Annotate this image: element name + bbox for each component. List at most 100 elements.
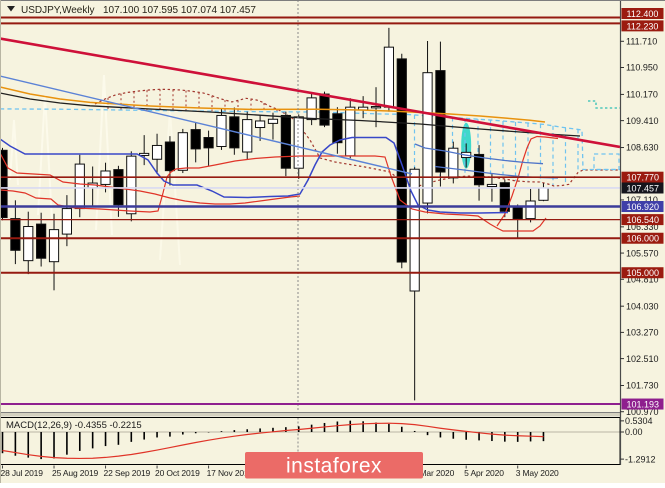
cloud-projection-box bbox=[593, 153, 620, 171]
candle-body-up bbox=[151, 144, 163, 160]
candle[interactable] bbox=[10, 200, 21, 265]
candle-body-down bbox=[10, 218, 21, 251]
price-tick-label: 104.810 bbox=[626, 274, 659, 284]
crimson-trendline[interactable] bbox=[0, 37, 620, 149]
candle[interactable] bbox=[151, 133, 163, 175]
candle-body-down bbox=[280, 114, 291, 169]
price-tick-label: 101.730 bbox=[626, 381, 659, 391]
candle[interactable] bbox=[473, 145, 485, 201]
candle-body-down bbox=[332, 113, 343, 144]
main-pane bbox=[0, 0, 620, 412]
date-tick-label: 3 May 2020 bbox=[516, 468, 559, 478]
candle-body-up bbox=[267, 118, 279, 124]
date-tick-label: 22 Sep 2019 bbox=[104, 468, 151, 478]
price-level-badge[interactable]: 101.193 bbox=[621, 398, 664, 410]
blue-kijun-line bbox=[0, 136, 509, 214]
candle-body-down bbox=[164, 141, 176, 172]
candle[interactable] bbox=[177, 128, 188, 174]
symbol-title: USDJPY,Weekly bbox=[21, 5, 95, 16]
candle[interactable] bbox=[499, 179, 510, 218]
candle-body-up bbox=[422, 72, 433, 204]
candle-body-up bbox=[23, 226, 34, 262]
candle-body-up bbox=[74, 163, 85, 210]
blue-trendline[interactable] bbox=[0, 75, 413, 175]
black-ma-line bbox=[0, 92, 581, 137]
candle-body-down bbox=[190, 129, 201, 150]
ghost-line bbox=[9, 119, 19, 186]
candle[interactable] bbox=[422, 40, 433, 214]
candle-body-up bbox=[61, 208, 72, 235]
watermark[interactable]: instaforex bbox=[245, 452, 423, 479]
price-tick-label: 103.270 bbox=[626, 328, 659, 338]
price-tick-label: 110.170 bbox=[626, 90, 658, 100]
candle[interactable] bbox=[396, 53, 407, 269]
price-level-badge[interactable]: 112.230 bbox=[621, 20, 664, 32]
price-tick-label: 106.330 bbox=[626, 222, 659, 232]
date-tick-label: 17 Nov 2019 bbox=[207, 468, 254, 478]
price-level-badge[interactable]: 106.540 bbox=[621, 214, 664, 226]
price-level-badge-label: 106.920 bbox=[627, 202, 660, 212]
orange-ma-line bbox=[0, 86, 546, 123]
candle-body-up bbox=[48, 229, 60, 263]
blue-ma-line-2 bbox=[414, 143, 544, 165]
macd-label: MACD(12,26,9) -0.4355 -0.2215 bbox=[6, 420, 142, 431]
candle[interactable] bbox=[190, 122, 201, 163]
triangle-down-icon[interactable] bbox=[7, 6, 15, 12]
chart-header: USDJPY,Weekly 107.100 107.595 107.074 107… bbox=[7, 5, 256, 16]
price-level-badge[interactable]: 107.457 bbox=[621, 182, 664, 194]
price-level-badge[interactable]: 107.770 bbox=[621, 171, 664, 183]
candle-body-down bbox=[499, 182, 510, 212]
price-tick-label: 108.630 bbox=[626, 143, 659, 153]
candle[interactable] bbox=[139, 135, 150, 166]
price-axis[interactable]: 111.710 110.950 110.170 109.410 108.630 107.1… bbox=[619, 0, 664, 465]
candle[interactable] bbox=[370, 87, 382, 128]
candle[interactable] bbox=[203, 130, 214, 166]
candle-body-down bbox=[203, 137, 214, 149]
candle-body-up bbox=[486, 183, 498, 188]
price-tick-label: 104.030 bbox=[626, 301, 659, 311]
price-level-badge-label: 106.540 bbox=[627, 215, 660, 225]
date-tick-label: 8 Mar 2020 bbox=[413, 468, 455, 478]
price-level-badge[interactable]: 106.920 bbox=[621, 201, 664, 213]
candle-body-up bbox=[345, 106, 356, 157]
price-level-badge-label: 112.400 bbox=[627, 9, 659, 19]
macd-pane bbox=[1, 417, 620, 465]
price-tick-label: 111.710 bbox=[626, 37, 657, 47]
candle[interactable] bbox=[48, 213, 60, 291]
candle-body-down bbox=[36, 223, 47, 259]
watermark-text: instaforex bbox=[286, 454, 382, 477]
price-level-badge[interactable]: 106.000 bbox=[621, 232, 664, 244]
candle-body-up bbox=[538, 187, 549, 201]
candle-body-down bbox=[396, 58, 407, 263]
candle-body-up bbox=[216, 114, 227, 147]
teal-dotted-line bbox=[588, 100, 620, 109]
candle-body-up bbox=[139, 152, 150, 156]
price-level-badge-label: 105.000 bbox=[627, 268, 660, 278]
price-tick-label: 109.410 bbox=[626, 116, 659, 126]
candle[interactable] bbox=[345, 98, 356, 159]
date-tick-label: 20 Oct 2019 bbox=[155, 468, 200, 478]
macd-tick-label: 0.00 bbox=[625, 427, 643, 437]
candle[interactable] bbox=[23, 211, 34, 275]
candle-body-up bbox=[525, 200, 536, 220]
candle-body-down bbox=[435, 70, 446, 173]
price-level-badge[interactable]: 105.000 bbox=[621, 267, 664, 279]
candle[interactable] bbox=[36, 212, 47, 267]
price-level-badge-label: 106.000 bbox=[627, 234, 660, 244]
macd-signal-line bbox=[2, 422, 544, 460]
red-ma-line-2 bbox=[0, 155, 547, 232]
candle[interactable] bbox=[267, 112, 279, 140]
candle[interactable] bbox=[0, 147, 8, 221]
date-tick-label: 28 Jul 2019 bbox=[1, 468, 44, 478]
price-level-badge[interactable]: 112.400 bbox=[621, 8, 664, 20]
candle[interactable] bbox=[332, 107, 343, 154]
macd-tick-label: -1.2912 bbox=[625, 454, 656, 464]
candle[interactable] bbox=[255, 115, 266, 141]
candle[interactable] bbox=[126, 151, 137, 222]
pane-separator[interactable] bbox=[0, 412, 620, 418]
candle-body-up bbox=[293, 116, 304, 169]
ohlc-values: 107.100 107.595 107.074 107.457 bbox=[103, 5, 256, 16]
